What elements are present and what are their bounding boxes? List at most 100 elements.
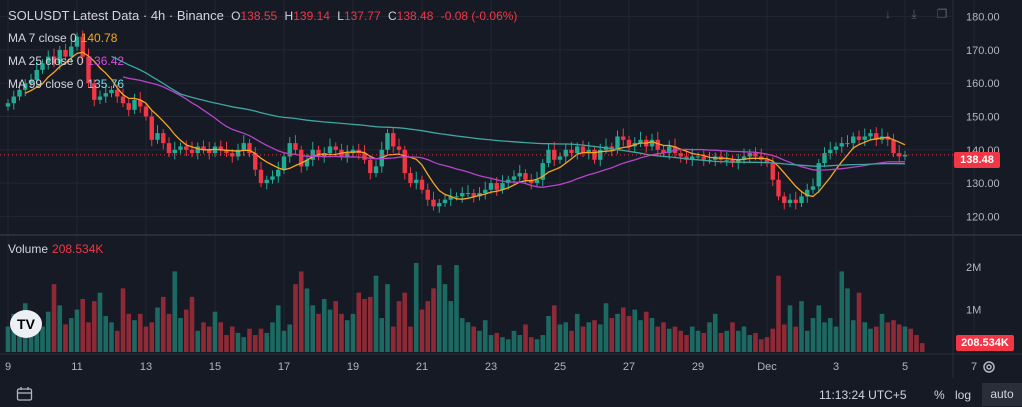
volume-bar [252,335,258,352]
volume-bar [488,335,494,352]
percent-button[interactable]: % [934,388,945,402]
volume-bar [425,301,431,352]
candle-body [293,143,298,150]
candle-body [672,146,678,154]
candle-body [701,156,706,160]
volume-value: 208.534K [52,242,104,256]
volume-bar [310,305,316,352]
time-tick-label: 29 [692,361,704,373]
volume-bar [822,322,827,352]
ma25-legend[interactable]: MA 25 close 0 136.42 [8,54,128,68]
volume-bar [540,335,546,352]
candle-body [247,143,252,154]
auto-button[interactable]: auto [982,383,1022,406]
volume-bar [63,324,68,352]
ma99-legend[interactable]: MA 99 close 0 135.76 [8,77,128,91]
volume-bar [45,311,51,352]
volume-bar [523,324,528,352]
candle-body [615,136,620,150]
candle-body [120,96,126,104]
candle-body [483,189,488,194]
volume-bar [195,330,201,352]
volume-bar [500,337,505,352]
volume-bar [103,315,109,352]
volume-bar [396,301,402,352]
candle-body [741,156,747,160]
volume-bar [218,322,224,352]
candle-body [166,143,172,154]
candle-body [80,36,85,57]
volume-bar [465,322,471,352]
volume-bar [287,324,293,352]
candle-body [23,83,28,90]
candle-body [517,173,522,177]
time-tick-label: 17 [278,361,290,373]
volume-tick-label: 2M [966,262,981,274]
candle-body [442,199,448,204]
candle-body [488,183,494,190]
volume-bar [431,288,436,352]
candle-body [161,133,166,144]
volume-bar [758,339,764,352]
candle-body [529,179,534,184]
volume-bar [649,318,655,352]
volume-bar [816,305,822,352]
candle-body [851,136,856,144]
candle-body [143,106,149,117]
restore-icon[interactable]: ❐ [936,7,948,21]
ma25-line [122,76,906,188]
candle-body [730,159,735,164]
open-value: 138.55 [240,9,278,23]
volume-bar [206,326,212,352]
volume-bar [114,330,120,352]
candle-body [5,103,11,107]
volume-bar [120,288,126,352]
volume-bar [477,330,482,352]
price-tick-label: 130.00 [966,178,1000,190]
candle-body [465,193,471,195]
candle-body [546,149,551,164]
volume-bar [643,311,649,352]
volume-bar [793,326,799,352]
candle-body [396,146,402,150]
volume-tick-label: 1M [966,305,981,317]
candle-body [207,149,212,154]
volume-bar [620,307,626,352]
candle-body [103,93,108,97]
volume-bar [891,320,896,352]
candle-body [609,146,614,150]
move-down-icon[interactable]: ↓ [885,7,891,21]
candle-body [437,203,442,207]
ma7-legend[interactable]: MA 7 close 0 140.78 [8,31,121,45]
open-label: O [231,9,241,23]
bottom-toolbar [0,380,1022,406]
candle-body [333,146,338,150]
volume-bar [626,315,632,352]
volume-bar [419,309,425,352]
current-volume-tag: 208.534K [956,335,1014,351]
calendar-icon[interactable] [16,386,34,402]
volume-legend[interactable]: Volume 208.534K [8,242,107,256]
maximize-icon[interactable]: ⤓ [911,7,917,21]
candle-body [592,149,597,160]
volume-bar [597,324,603,352]
volume-bar [655,326,661,352]
volume-bar [879,313,885,352]
volume-bar [224,335,229,352]
volume-bar [856,292,862,352]
candle-body [138,99,143,107]
volume-bar [528,337,534,352]
log-button[interactable]: log [955,388,972,402]
settings-gear-icon[interactable] [980,358,998,376]
volume-bar [149,322,155,352]
volume-bar [402,292,408,352]
volume-bar [701,332,707,352]
low-value: 137.77 [343,9,381,23]
volume-bar [367,296,373,352]
clock[interactable]: 11:13:24 UTC+5 [819,388,907,402]
symbol-title[interactable]: SOLUSDT Latest Data · 4h · Binance [8,8,224,23]
candle-body [552,149,557,160]
candle-body [523,173,528,180]
volume-bar [327,309,333,352]
